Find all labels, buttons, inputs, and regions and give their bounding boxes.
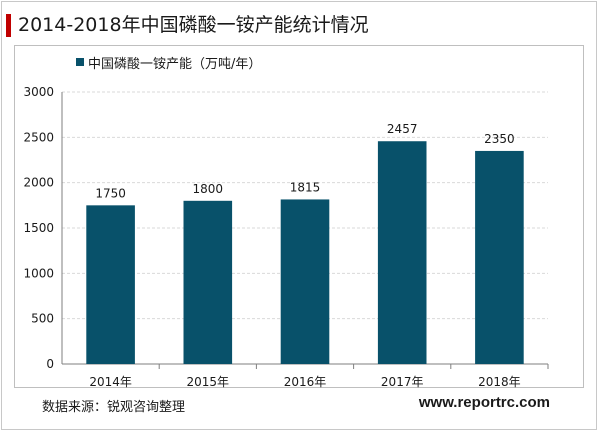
bar-data-label: 1800 <box>193 182 224 196</box>
page-title: 2014-2018年中国磷酸一铵产能统计情况 <box>18 14 369 36</box>
y-tick-label: 2500 <box>23 130 54 144</box>
legend-label: 中国磷酸一铵产能（万吨/年） <box>88 56 262 72</box>
x-tick-label: 2018年 <box>478 375 521 389</box>
bar <box>377 141 427 364</box>
x-tick-label: 2016年 <box>284 375 327 389</box>
bar-data-label: 1815 <box>290 180 321 194</box>
x-tick-label: 2015年 <box>187 375 230 389</box>
bar <box>475 150 524 364</box>
y-tick-label: 0 <box>46 357 54 371</box>
y-tick-label: 1000 <box>23 266 54 280</box>
bar-data-label: 2350 <box>484 132 515 146</box>
y-tick-label: 1500 <box>23 221 54 235</box>
title-accent-bar <box>6 14 11 37</box>
bar-data-label: 2457 <box>387 122 418 136</box>
legend: 中国磷酸一铵产能（万吨/年） <box>76 53 262 72</box>
bar <box>183 200 233 364</box>
bar-data-label: 1750 <box>95 186 126 200</box>
bar <box>280 199 330 364</box>
x-tick-label: 2017年 <box>381 375 424 389</box>
legend-swatch <box>76 58 84 66</box>
x-tick-label: 2014年 <box>89 375 132 389</box>
y-tick-label: 500 <box>31 312 54 326</box>
data-source-note: 数据来源：锐观咨询整理 <box>42 400 186 415</box>
y-tick-label: 3000 <box>23 85 54 99</box>
y-tick-label: 2000 <box>23 176 54 190</box>
website-watermark: www.reportrc.com <box>418 394 550 411</box>
bar <box>86 205 135 364</box>
